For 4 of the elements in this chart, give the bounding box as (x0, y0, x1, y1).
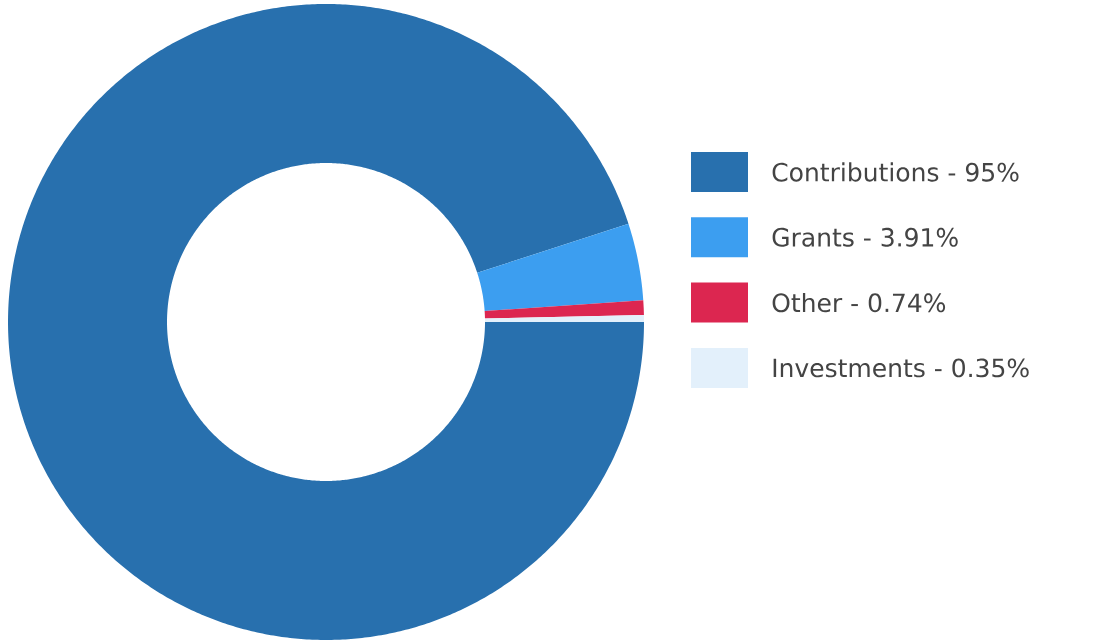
legend-label: Investments - 0.35% (773, 358, 1029, 378)
legend-label: Contributions - 95% (772, 162, 1019, 182)
legend-label: Other - 0.74% (772, 292, 946, 313)
legend-label: Grants - 3.91% (772, 227, 958, 247)
